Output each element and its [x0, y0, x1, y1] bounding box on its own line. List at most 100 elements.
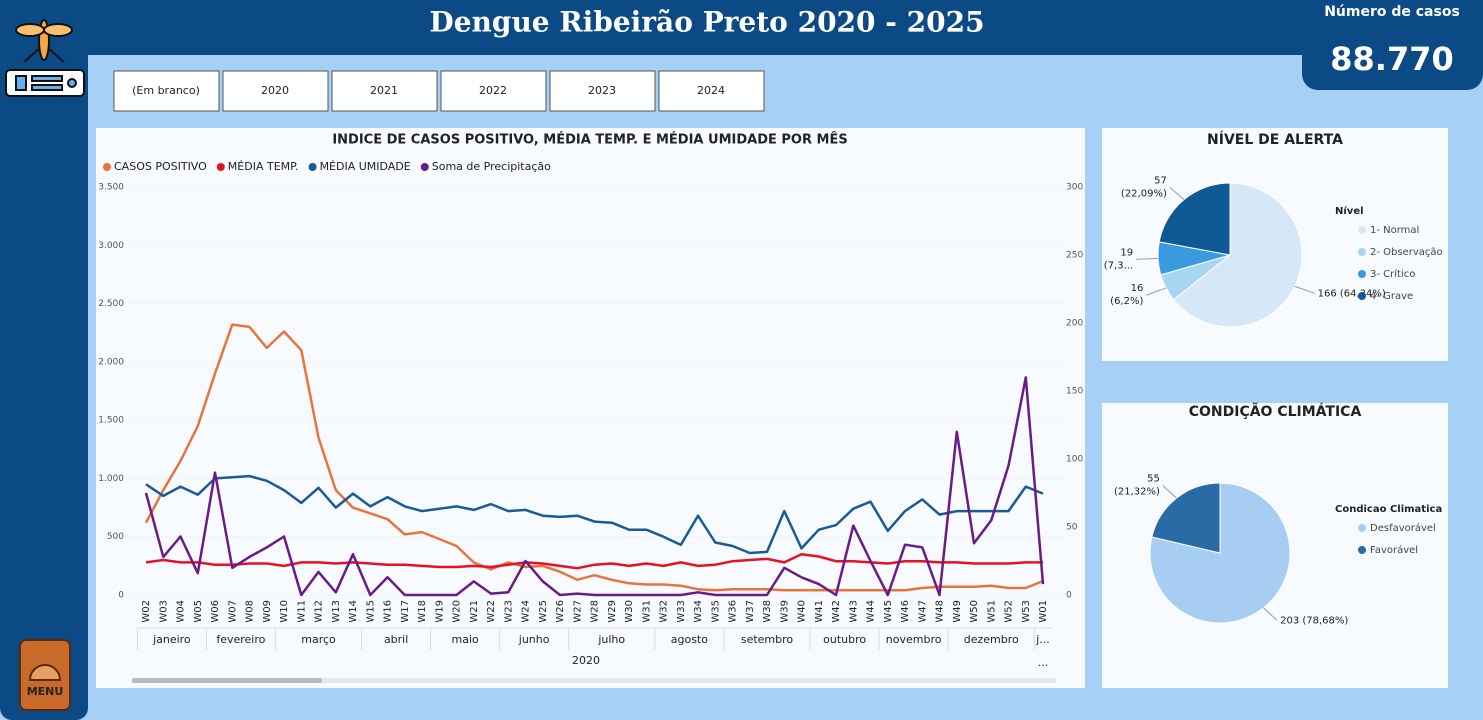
- x-tick-label: W26: [555, 600, 566, 623]
- y-tick-label: 1.500: [98, 416, 124, 426]
- data-label: 55 (21,32%): [1114, 474, 1160, 498]
- legend-swatch: [216, 163, 225, 171]
- month-label: junho: [518, 633, 550, 646]
- legend-label: 1- Normal: [1370, 225, 1419, 236]
- x-tick-label: W50: [969, 600, 980, 623]
- pie-slice: [1158, 182, 1231, 256]
- x-tick-label: W39: [779, 600, 790, 623]
- x-tick-label: W07: [227, 600, 238, 623]
- filter-button[interactable]: [331, 70, 438, 112]
- pie-slice: [1151, 482, 1221, 554]
- x-tick-label: W04: [176, 600, 187, 623]
- x-tick-label: W18: [417, 600, 428, 623]
- y2-tick-label: 50: [1066, 523, 1078, 533]
- x-tick-label: W12: [314, 600, 325, 623]
- menu-button[interactable]: MENU: [19, 639, 71, 711]
- x-tick-label: W37: [745, 600, 756, 623]
- month-label: abril: [384, 633, 408, 646]
- month-label: maio: [452, 633, 480, 646]
- data-label: 166 (64,34%): [1318, 288, 1386, 299]
- filter-button[interactable]: [549, 70, 656, 112]
- series-line: [144, 323, 1044, 592]
- legend-swatch: [420, 163, 429, 171]
- month-label: agosto: [671, 633, 708, 646]
- x-tick-label: W44: [866, 600, 877, 623]
- leader-line: [1263, 607, 1278, 621]
- x-tick-label: W28: [590, 600, 601, 623]
- filter-button[interactable]: [113, 70, 220, 112]
- month-label: março: [301, 633, 336, 646]
- pie-slice: [1172, 182, 1303, 328]
- chart-title: INDICE DE CASOS POSITIVO, MÉDIA TEMP. E …: [332, 132, 847, 148]
- x-tick-label: W53: [1021, 600, 1032, 623]
- x-tick-label: W06: [210, 600, 221, 623]
- chart-title: CONDIÇÃO CLIMÁTICA: [1189, 403, 1362, 420]
- page-title: Dengue Ribeirão Preto 2020 - 2025: [429, 6, 984, 39]
- filter-label[interactable]: 2024: [697, 84, 725, 97]
- kpi-card: [1302, 0, 1483, 90]
- legend-label: 3- Crítico: [1370, 268, 1415, 280]
- filter-button[interactable]: [658, 70, 765, 112]
- filter-label[interactable]: 2021: [370, 84, 398, 97]
- y-tick-label: 500: [107, 532, 124, 542]
- x-tick-label: W52: [1004, 600, 1015, 623]
- legend-label: MÉDIA UMIDADE: [320, 160, 411, 173]
- x-tick-label: W41: [814, 600, 825, 623]
- filter-button[interactable]: [440, 70, 547, 112]
- x-tick-label: W29: [607, 600, 618, 623]
- x-tick-label: W40: [797, 600, 808, 623]
- legend-swatch: [1358, 546, 1366, 554]
- mosquito-icon: [15, 19, 73, 63]
- legend-label: MÉDIA TEMP.: [228, 160, 299, 173]
- scrollbar-thumb: [132, 678, 322, 683]
- data-label: 203 (78,68%): [1280, 615, 1348, 626]
- series-line: [145, 474, 1044, 555]
- x-tick-label: W24: [521, 600, 532, 623]
- leader-line: [1136, 258, 1159, 260]
- x-tick-label: W47: [917, 600, 928, 623]
- sidebar: [0, 0, 88, 720]
- filter-label[interactable]: 2022: [479, 84, 507, 97]
- y2-tick-label: 200: [1066, 319, 1083, 329]
- month-label: j...: [1035, 633, 1050, 646]
- filter-label[interactable]: (Em branco): [132, 84, 200, 97]
- x-tick-label: W35: [710, 600, 721, 623]
- filter-button[interactable]: [222, 70, 329, 112]
- x-tick-label: W14: [348, 600, 359, 623]
- series-line: [145, 552, 1043, 570]
- x-tick-label: W15: [365, 600, 376, 623]
- leader-line: [1162, 485, 1177, 499]
- x-tick-label: W10: [279, 600, 290, 623]
- x-tick-label: W36: [728, 600, 739, 623]
- month-label: fevereiro: [216, 633, 265, 646]
- kpi-label: Número de casos: [1324, 4, 1460, 20]
- x-tick-label: W19: [434, 600, 445, 623]
- legend-label: Favorável: [1370, 544, 1418, 556]
- y-tick-label: 2.500: [98, 299, 124, 309]
- year-label: ...: [1038, 656, 1049, 669]
- header-bar: [0, 0, 1483, 55]
- x-tick-label: W30: [624, 600, 635, 623]
- month-label: novembro: [886, 633, 942, 646]
- x-tick-label: W02: [141, 600, 152, 623]
- x-tick-label: W38: [762, 600, 773, 623]
- legend-swatch: [103, 163, 111, 171]
- x-tick-label: W11: [296, 600, 307, 623]
- legend-swatch: [1358, 226, 1366, 234]
- x-tick-label: W20: [452, 600, 463, 623]
- x-tick-label: W05: [193, 600, 204, 623]
- x-tick-label: W23: [503, 600, 514, 623]
- filter-label[interactable]: 2023: [588, 84, 616, 97]
- filter-label[interactable]: 2020: [261, 84, 289, 97]
- data-label: 57 (22,09%): [1121, 175, 1167, 199]
- charts: (Em branco) 2020 2021 2022 2023 2024 INDICE DE…: [98, 70, 1443, 683]
- legend-label: CASOS POSITIVO: [114, 160, 207, 173]
- y-tick-label: 2.000: [98, 357, 124, 367]
- x-tick-label: W43: [848, 600, 859, 623]
- legend-swatch: [1358, 270, 1366, 278]
- y2-tick-label: 0: [1066, 591, 1072, 601]
- kpi-value: 88.770: [1330, 40, 1453, 78]
- legend-label: Desfavorável: [1370, 522, 1436, 534]
